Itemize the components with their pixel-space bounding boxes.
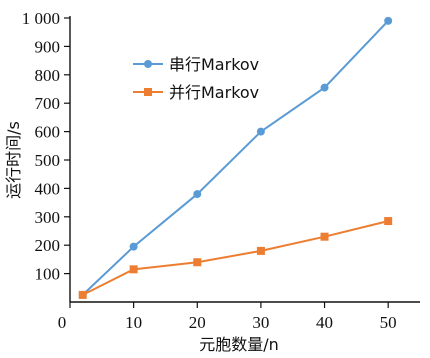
legend: 串行Markov 并行Markov	[133, 55, 259, 102]
data-point	[320, 232, 329, 241]
x-tick-label: 0	[58, 313, 67, 332]
x-tick-label: 10	[125, 313, 142, 332]
y-tick-label: 300	[35, 208, 61, 227]
x-axis-ticks: 0 10 20 30 40 50	[58, 302, 397, 332]
x-tick-label: 40	[316, 313, 333, 332]
y-tick-label: 600	[35, 123, 61, 142]
x-tick-label: 20	[189, 313, 206, 332]
y-tick-label: 400	[35, 179, 61, 198]
legend-label: 串行Markov	[169, 55, 259, 74]
y-tick-label: 1 000	[22, 9, 60, 28]
legend-item: 串行Markov	[133, 55, 259, 74]
x-axis-title: 元胞数量/n	[199, 335, 279, 354]
y-tick-label: 200	[35, 236, 61, 255]
data-point	[129, 242, 138, 251]
data-point	[384, 16, 393, 25]
series-line	[82, 20, 389, 296]
data-point	[193, 190, 202, 199]
data-point	[129, 265, 138, 274]
legend-marker	[144, 60, 152, 68]
y-tick-label: 500	[35, 151, 61, 170]
y-axis-ticks: 100 200 300 400 500 600 700 800 900 1 000	[22, 9, 70, 284]
x-tick-label: 30	[252, 313, 269, 332]
legend-marker	[144, 88, 152, 96]
axes	[69, 16, 420, 303]
y-tick-label: 800	[35, 66, 61, 85]
data-point	[320, 83, 329, 92]
data-point	[384, 217, 393, 226]
legend-item: 并行Markov	[133, 83, 259, 102]
series-2	[78, 217, 393, 299]
data-point	[78, 290, 87, 299]
y-tick-label: 900	[35, 37, 61, 56]
data-point	[256, 127, 265, 136]
data-point	[256, 246, 265, 255]
legend-label: 并行Markov	[169, 83, 259, 102]
y-tick-label: 100	[35, 265, 61, 284]
series-line	[82, 220, 389, 296]
series-layer	[78, 16, 393, 299]
y-axis-title: 运行时间/s	[4, 121, 23, 199]
y-tick-label: 700	[35, 94, 61, 113]
data-point	[193, 258, 202, 267]
x-tick-label: 50	[380, 313, 397, 332]
